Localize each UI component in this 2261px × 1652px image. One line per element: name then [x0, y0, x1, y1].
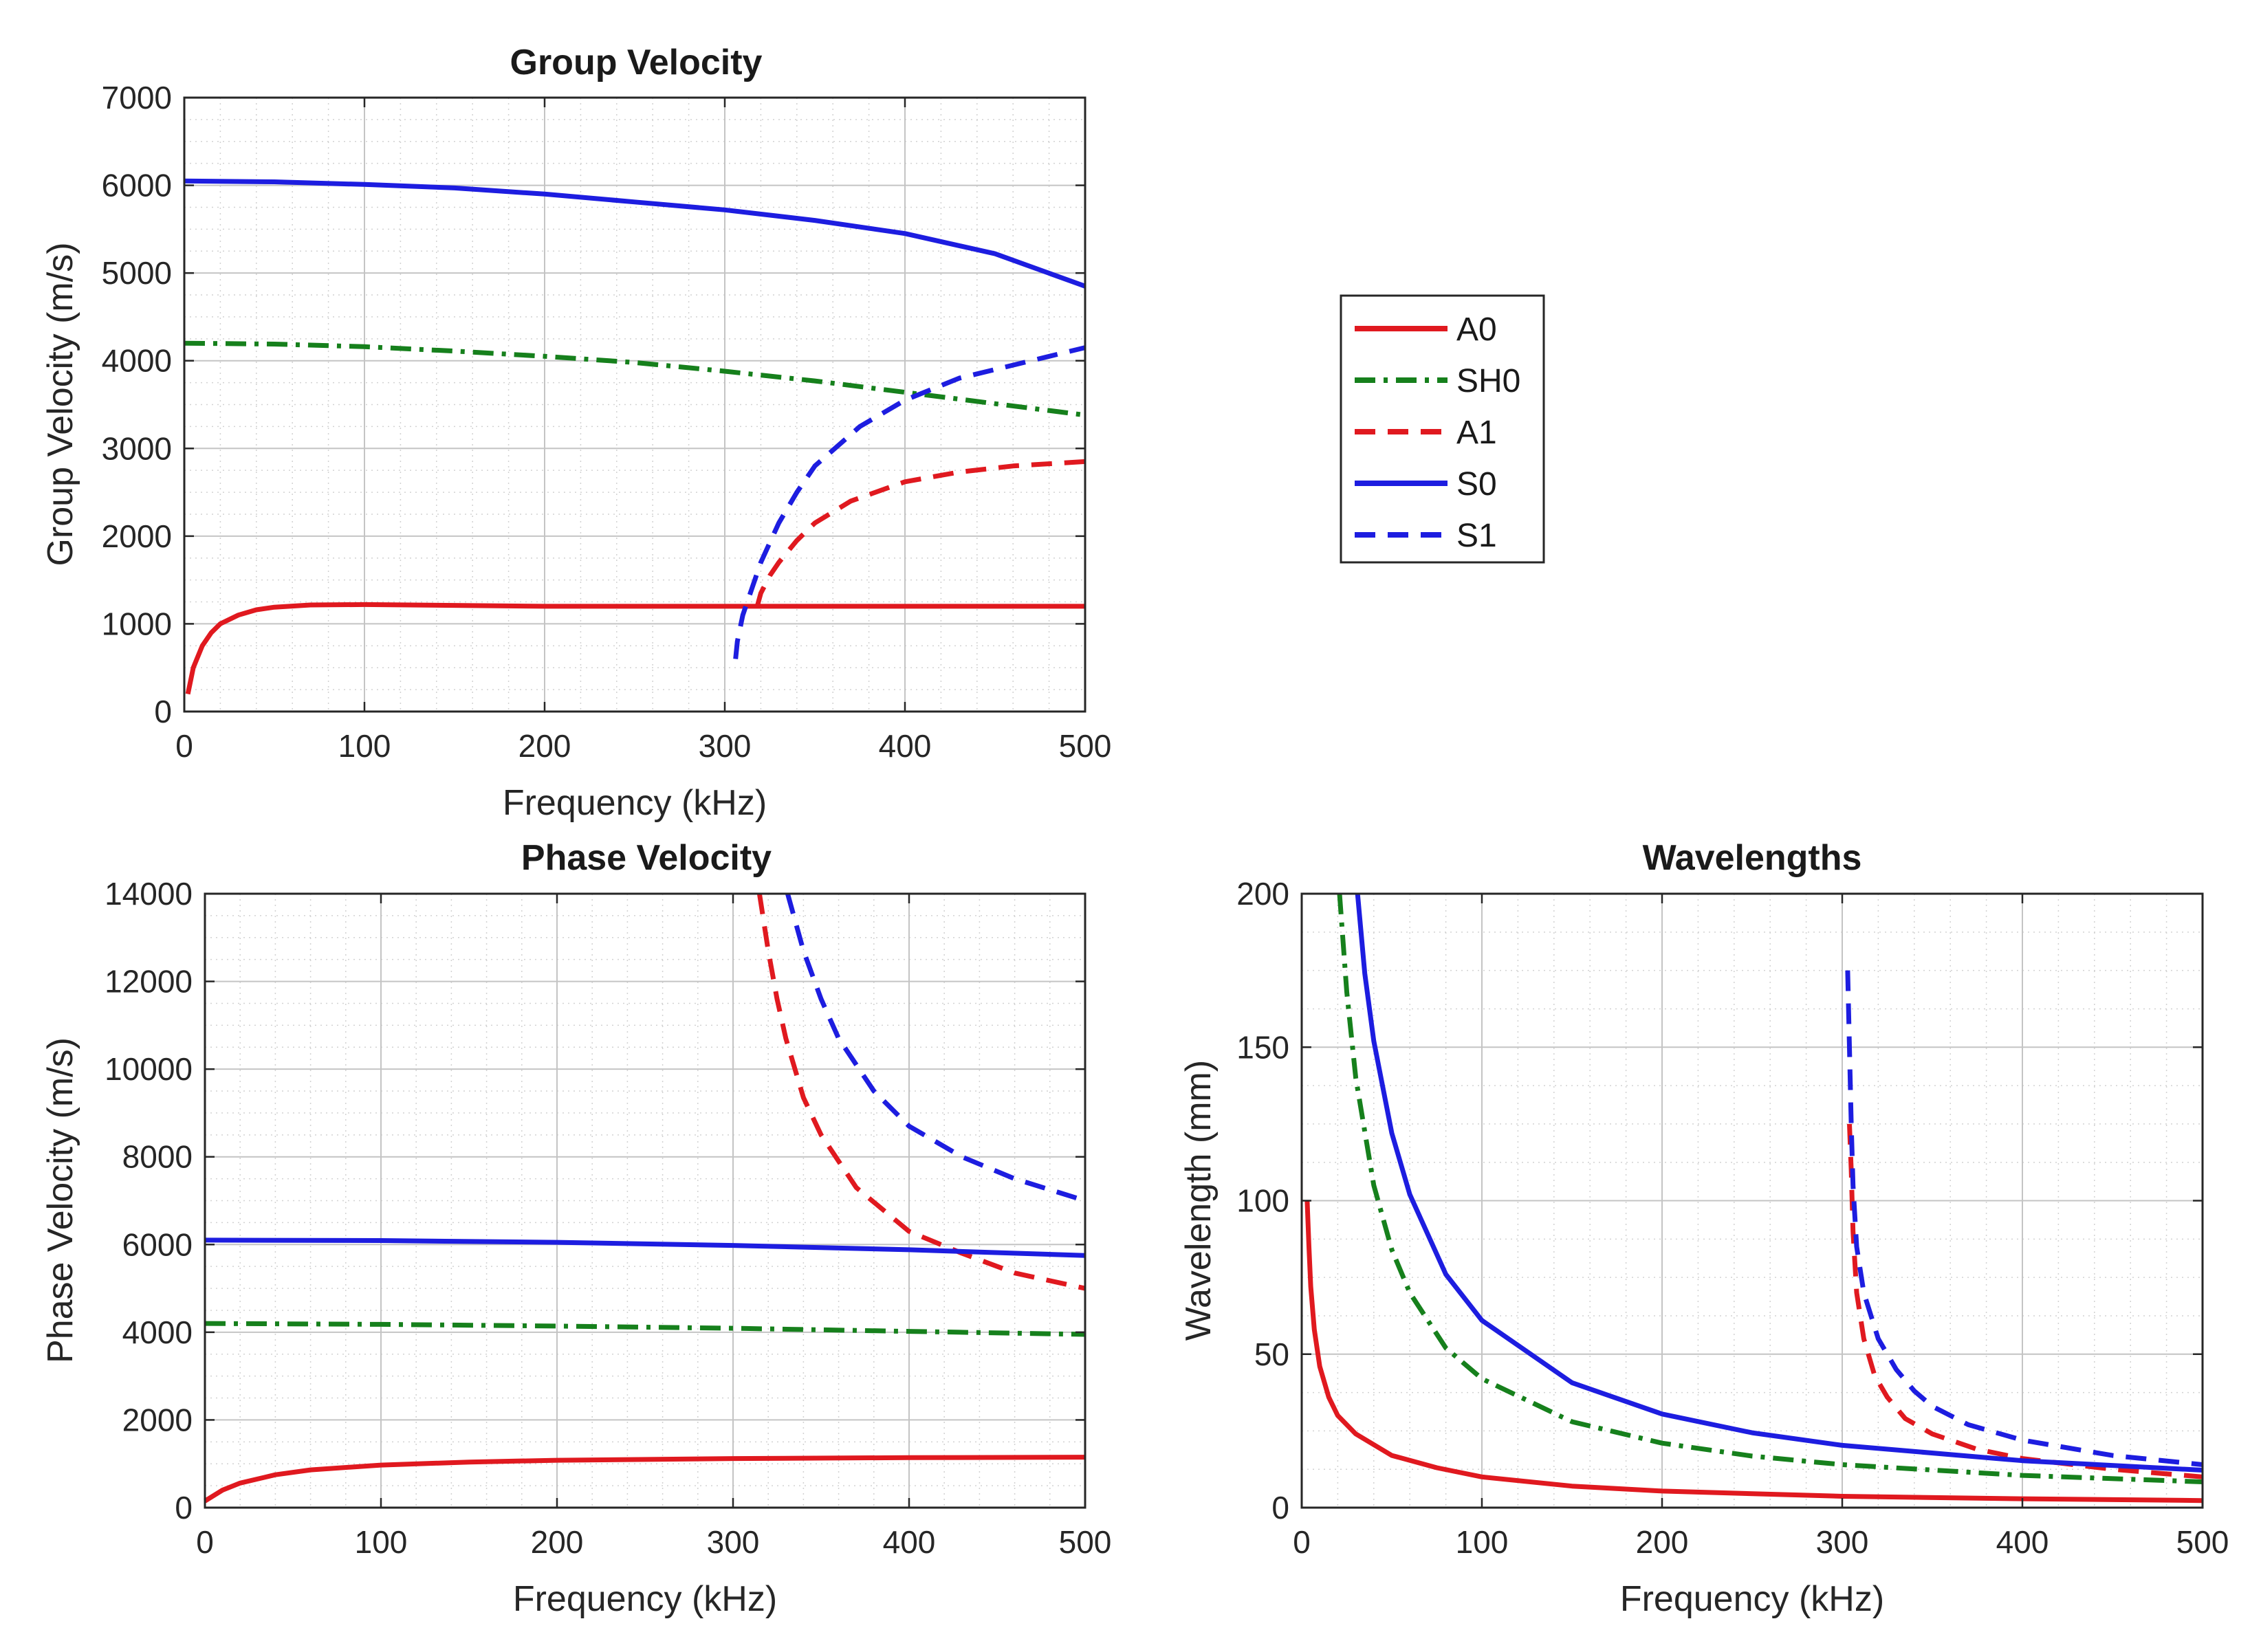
phase-series-a0 [204, 1455, 1086, 1504]
group-ytick-label: 2000 [102, 518, 172, 554]
wave-series-s0 [1355, 893, 2203, 1473]
group-velocity-panel: Group Velocity 0 100 200 300 400 500010002000… [41, 43, 1111, 823]
phase-series-sh0 [204, 1321, 1086, 1337]
group-velocity-plot-frame [183, 96, 1086, 713]
group-ytick-label: 7000 [102, 80, 172, 115]
legend: A0 SH0 A1 S0 S1 [1340, 294, 1545, 564]
group-ytick-label: 5000 [102, 255, 172, 291]
group-xtick-label: 300 [699, 728, 752, 764]
phase-series-a1 [756, 893, 1086, 1291]
wave-series-a0 [1304, 1200, 2203, 1504]
wavelengths-ylabel: Wavelength (mm) [1179, 1060, 1219, 1341]
group-velocity-ticks: 0 100 200 300 400 500010002000300040005000600… [102, 80, 1112, 764]
legend-entry-sh0: SH0 [1355, 363, 1520, 399]
group-xtick-label: 200 [518, 728, 571, 764]
phase-velocity-xlabel: Frequency (kHz) [513, 1579, 777, 1619]
group-series-sh0 [184, 340, 1086, 418]
group-ytick-label: 4000 [102, 343, 172, 379]
wave-xtick-label: 100 [1456, 1524, 1509, 1560]
wave-ytick-label: 50 [1254, 1336, 1289, 1372]
phase-velocity-panel: Phase Velocity 0 100 200 300 400 500 0 2000 4000… [41, 838, 1111, 1619]
wavelengths-title: Wavelengths [1643, 838, 1862, 878]
group-velocity-title: Group Velocity [510, 43, 763, 82]
phase-ytick-label: 14000 [105, 876, 193, 912]
legend-entry-a0: A0 [1355, 311, 1497, 348]
group-ytick-label: 0 [154, 694, 172, 729]
phase-velocity-ylabel: Phase Velocity (m/s) [41, 1037, 80, 1363]
phase-xtick-label: 400 [883, 1524, 936, 1560]
wave-ytick-label: 150 [1236, 1029, 1289, 1065]
wave-xtick-label: 500 [2176, 1524, 2229, 1560]
phase-xtick-label: 0 [196, 1524, 214, 1560]
phase-velocity-plot-frame [204, 892, 1086, 1509]
group-velocity-xlabel: Frequency (kHz) [503, 783, 767, 823]
phase-ytick-label: 8000 [122, 1139, 193, 1175]
group-series-a0 [185, 602, 1085, 695]
phase-velocity-ticks: 0 100 200 300 400 500 0 2000 4000 6000 8000 10000 12… [105, 876, 1111, 1560]
wave-ytick-label: 200 [1236, 876, 1289, 912]
phase-velocity-gridlines [204, 893, 1086, 1508]
group-ytick-label: 6000 [102, 168, 172, 203]
legend-entry-s1: S1 [1355, 518, 1497, 554]
phase-ytick-label: 6000 [122, 1226, 193, 1262]
group-velocity-ylabel: Group Velocity (m/s) [41, 242, 80, 566]
phase-series-s0 [204, 1237, 1086, 1258]
phase-xtick-label: 300 [707, 1524, 760, 1560]
wavelengths-series [1304, 893, 2203, 1504]
group-ytick-label: 1000 [102, 606, 172, 641]
wave-ytick-label: 100 [1236, 1183, 1289, 1219]
group-series-s1 [733, 345, 1086, 659]
group-xtick-label: 400 [879, 728, 932, 764]
group-ytick-label: 3000 [102, 430, 172, 466]
group-xtick-label: 500 [1059, 728, 1112, 764]
phase-ytick-label: 4000 [122, 1314, 193, 1350]
legend-entry-s0: S0 [1355, 466, 1497, 503]
wave-ytick-label: 0 [1271, 1490, 1289, 1526]
wave-series-a1 [1847, 1123, 2203, 1479]
phase-ytick-label: 2000 [122, 1402, 193, 1438]
group-series-s0 [184, 178, 1086, 289]
legend-label-s0: S0 [1456, 466, 1497, 503]
legend-label-s1: S1 [1456, 518, 1497, 554]
phase-ytick-label: 12000 [105, 964, 193, 1000]
group-velocity-gridlines [184, 97, 1086, 712]
phase-velocity-series [204, 893, 1086, 1504]
phase-ytick-label: 10000 [105, 1051, 193, 1087]
wave-series-sh0 [1337, 893, 2203, 1484]
phase-xtick-label: 100 [355, 1524, 408, 1560]
wave-xtick-label: 400 [1996, 1524, 2049, 1560]
group-xtick-label: 0 [175, 728, 193, 764]
group-xtick-label: 100 [338, 728, 391, 764]
legend-label-sh0: SH0 [1456, 363, 1520, 399]
legend-entry-a1: A1 [1355, 415, 1497, 451]
wave-xtick-label: 0 [1293, 1524, 1311, 1560]
legend-label-a0: A0 [1456, 311, 1497, 348]
phase-xtick-label: 200 [531, 1524, 584, 1560]
wavelengths-ticks: 0 100 200 300 400 500 0 50 100 150 200 [1236, 876, 2229, 1560]
group-velocity-series [184, 178, 1086, 695]
phase-xtick-label: 500 [1059, 1524, 1112, 1560]
group-series-a1 [754, 459, 1086, 607]
wavelengths-panel: Wavelengths 0 100 200 300 400 500 0 50 100 150 200… [1179, 838, 2229, 1619]
phase-ytick-label: 0 [175, 1490, 193, 1526]
wave-xtick-label: 200 [1636, 1524, 1689, 1560]
phase-velocity-title: Phase Velocity [521, 838, 772, 878]
phase-series-s1 [785, 893, 1086, 1203]
wave-series-s1 [1845, 970, 2203, 1467]
legend-label-a1: A1 [1456, 415, 1497, 451]
wavelengths-gridlines [1301, 893, 2203, 1508]
wavelengths-xlabel: Frequency (kHz) [1620, 1579, 1884, 1619]
wave-xtick-label: 300 [1816, 1524, 1869, 1560]
